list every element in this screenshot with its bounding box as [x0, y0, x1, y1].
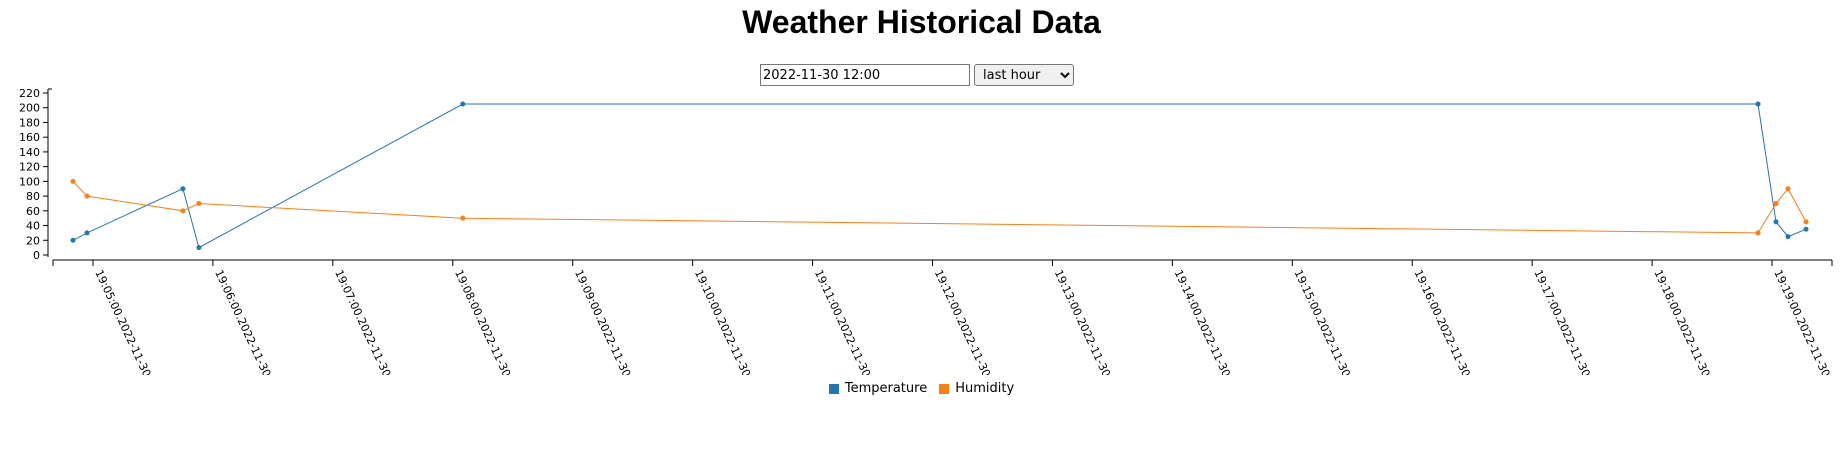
series-point-humidity-8: [1803, 219, 1809, 225]
y-tick-label-40: 40: [26, 220, 40, 233]
legend-swatch-humidity: [939, 383, 950, 394]
x-tick-label-14: 19:19:00.2022-11-30: [1771, 268, 1832, 375]
series-point-humidity-1: [84, 193, 90, 199]
series-point-humidity-3: [196, 200, 202, 206]
legend-label-humidity: Humidity: [955, 381, 1015, 396]
series-point-temperature-6: [1773, 219, 1779, 225]
page-title: Weather Historical Data: [742, 4, 1101, 40]
legend-item-temperature[interactable]: Temperature: [828, 381, 928, 396]
series-point-humidity-4: [460, 215, 466, 221]
date-input[interactable]: [760, 64, 970, 86]
series-point-humidity-7: [1785, 186, 1791, 192]
y-tick-label-60: 60: [26, 205, 40, 218]
series-point-temperature-2: [180, 186, 186, 192]
date-range-controls: last hour: [760, 64, 1074, 86]
x-tick-label-7: 19:12:00.2022-11-30: [932, 268, 993, 375]
y-tick-label-20: 20: [26, 234, 40, 247]
x-tick-label-3: 19:08:00.2022-11-30: [452, 268, 513, 375]
x-tick-label-9: 19:14:00.2022-11-30: [1172, 268, 1233, 375]
series-point-humidity-2: [180, 208, 186, 214]
y-tick-label-220: 220: [19, 87, 40, 100]
series-point-temperature-7: [1785, 234, 1791, 240]
series-line-humidity: [72, 181, 1807, 234]
series-line-temperature: [72, 103, 1807, 249]
y-tick-label-120: 120: [19, 161, 40, 174]
x-tick-label-10: 19:15:00.2022-11-30: [1292, 268, 1353, 375]
legend-swatch-temperature: [828, 383, 839, 394]
series-point-temperature-1: [84, 230, 90, 236]
y-tick-label-160: 160: [19, 131, 40, 144]
y-tick-label-80: 80: [26, 190, 40, 203]
x-tick-label-8: 19:13:00.2022-11-30: [1052, 268, 1113, 375]
y-tick-label-140: 140: [19, 146, 40, 159]
x-tick-label-11: 19:16:00.2022-11-30: [1412, 268, 1473, 375]
series-point-humidity-6: [1773, 200, 1779, 206]
range-select[interactable]: last hour: [974, 64, 1074, 86]
series-point-temperature-5: [1755, 101, 1761, 107]
x-tick-label-1: 19:06:00.2022-11-30: [212, 268, 273, 375]
series-point-humidity-0: [70, 178, 76, 184]
legend-label-temperature: Temperature: [844, 381, 928, 396]
line-chart: 02040608010012014016018020022019:05:00.2…: [19, 87, 1833, 375]
series-point-temperature-3: [196, 245, 202, 251]
series-point-temperature-8: [1803, 226, 1809, 232]
y-tick-label-0: 0: [33, 249, 40, 262]
x-tick-label-5: 19:10:00.2022-11-30: [692, 268, 753, 375]
series-point-temperature-0: [70, 237, 76, 243]
x-tick-label-12: 19:17:00.2022-11-30: [1531, 268, 1592, 375]
x-tick-label-4: 19:09:00.2022-11-30: [572, 268, 633, 375]
series-point-humidity-5: [1755, 230, 1761, 236]
x-tick-label-13: 19:18:00.2022-11-30: [1651, 268, 1712, 375]
y-tick-label-200: 200: [19, 102, 40, 115]
x-tick-label-6: 19:11:00.2022-11-30: [812, 268, 873, 375]
y-tick-label-180: 180: [19, 116, 40, 129]
y-tick-label-100: 100: [19, 175, 40, 188]
x-tick-label-2: 19:07:00.2022-11-30: [332, 268, 393, 375]
series-point-temperature-4: [460, 101, 466, 107]
chart-legend: Temperature Humidity: [0, 381, 1843, 396]
legend-item-humidity[interactable]: Humidity: [939, 381, 1014, 396]
x-tick-label-0: 19:05:00.2022-11-30: [92, 268, 153, 375]
